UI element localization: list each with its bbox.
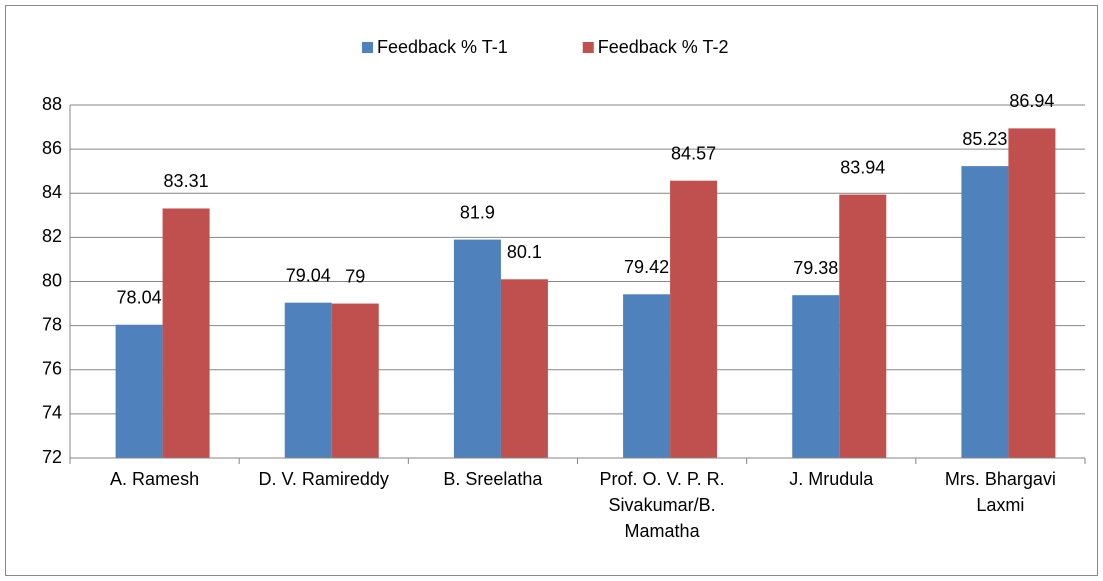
bar xyxy=(284,302,332,458)
value-label: 79 xyxy=(345,266,365,286)
value-label: 79.04 xyxy=(286,265,331,285)
bar xyxy=(623,294,671,458)
y-tick-label: 84 xyxy=(42,182,62,202)
legend-swatch xyxy=(362,42,373,53)
y-tick-label: 82 xyxy=(42,226,62,246)
x-tick-label: J. Mrudula xyxy=(789,469,874,489)
legend-label: Feedback % T-1 xyxy=(377,37,508,57)
bar xyxy=(453,239,501,458)
bar xyxy=(162,208,210,458)
y-tick-label: 74 xyxy=(42,403,62,423)
bar xyxy=(500,279,548,458)
y-tick-label: 88 xyxy=(42,94,62,114)
y-tick-label: 72 xyxy=(42,447,62,467)
y-tick-label: 80 xyxy=(42,270,62,290)
x-tick-label: Prof. O. V. P. R. Sivakumar/B. Mamatha xyxy=(599,469,725,541)
value-label: 83.31 xyxy=(164,171,209,191)
y-tick-label: 76 xyxy=(42,359,62,379)
bar xyxy=(1008,128,1056,459)
value-label: 86.94 xyxy=(1009,91,1054,111)
bar xyxy=(331,303,379,458)
x-tick-label: A. Ramesh xyxy=(110,469,200,489)
x-tick-label: B. Sreelatha xyxy=(443,469,543,489)
legend-swatch xyxy=(582,42,594,53)
bar xyxy=(670,180,718,458)
bar xyxy=(961,166,1009,458)
value-label: 80.1 xyxy=(507,242,542,262)
value-label: 83.94 xyxy=(840,157,885,177)
value-label: 84.57 xyxy=(671,143,716,163)
legend-label: Feedback % T-2 xyxy=(598,37,729,57)
value-label: 78.04 xyxy=(117,287,162,307)
bar xyxy=(839,194,887,459)
x-tick-label: D. V. Ramireddy xyxy=(258,469,389,489)
value-label: 79.42 xyxy=(624,257,669,277)
value-label: 79.38 xyxy=(793,258,838,278)
value-label: 81.9 xyxy=(460,202,495,222)
y-tick-label: 86 xyxy=(42,138,62,158)
bar xyxy=(792,295,840,458)
value-label: 85.23 xyxy=(962,129,1007,149)
x-tick-label: Mrs. Bhargavi Laxmi xyxy=(944,469,1056,515)
y-tick-label: 78 xyxy=(42,314,62,334)
bar xyxy=(115,324,163,458)
